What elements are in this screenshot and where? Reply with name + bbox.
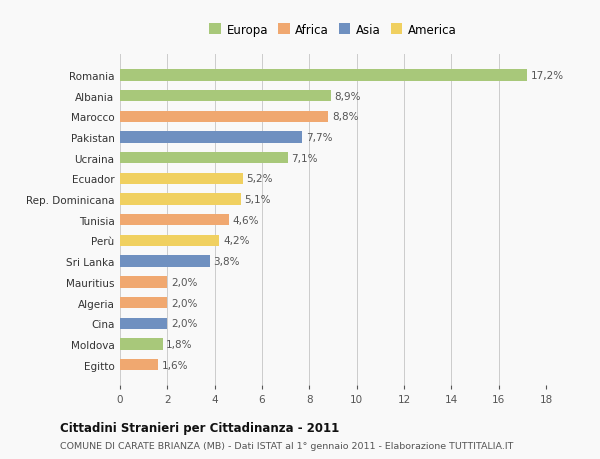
Bar (120, 256, 210, 267)
Bar (120, 359, 158, 370)
Text: COMUNE DI CARATE BRIANZA (MB) - Dati ISTAT al 1° gennaio 2011 - Elaborazione TUT: COMUNE DI CARATE BRIANZA (MB) - Dati IST… (60, 441, 514, 450)
Text: 8,9%: 8,9% (334, 91, 361, 101)
Text: 5,2%: 5,2% (247, 174, 273, 184)
Bar (120, 235, 220, 246)
Bar (120, 339, 163, 350)
Bar (120, 297, 167, 308)
Text: 2,0%: 2,0% (171, 298, 197, 308)
Text: 7,7%: 7,7% (306, 133, 332, 143)
Text: 2,0%: 2,0% (171, 319, 197, 329)
Text: 4,6%: 4,6% (232, 215, 259, 225)
Text: 1,8%: 1,8% (166, 339, 193, 349)
Text: Cittadini Stranieri per Cittadinanza - 2011: Cittadini Stranieri per Cittadinanza - 2… (60, 421, 339, 434)
Legend: Europa, Africa, Asia, America: Europa, Africa, Asia, America (206, 21, 460, 39)
Bar (120, 153, 288, 164)
Text: 7,1%: 7,1% (292, 153, 318, 163)
Text: 1,6%: 1,6% (161, 360, 188, 370)
Bar (120, 194, 241, 205)
Text: 3,8%: 3,8% (214, 257, 240, 267)
Text: 4,2%: 4,2% (223, 236, 250, 246)
Bar (120, 277, 167, 288)
Bar (120, 215, 229, 226)
Bar (120, 174, 243, 185)
Bar (120, 318, 167, 329)
Text: 8,8%: 8,8% (332, 112, 358, 122)
Bar (120, 112, 328, 123)
Bar (120, 70, 527, 81)
Bar (120, 91, 331, 102)
Text: 2,0%: 2,0% (171, 277, 197, 287)
Text: 5,1%: 5,1% (244, 195, 271, 205)
Bar (120, 132, 302, 143)
Text: 17,2%: 17,2% (530, 71, 564, 81)
